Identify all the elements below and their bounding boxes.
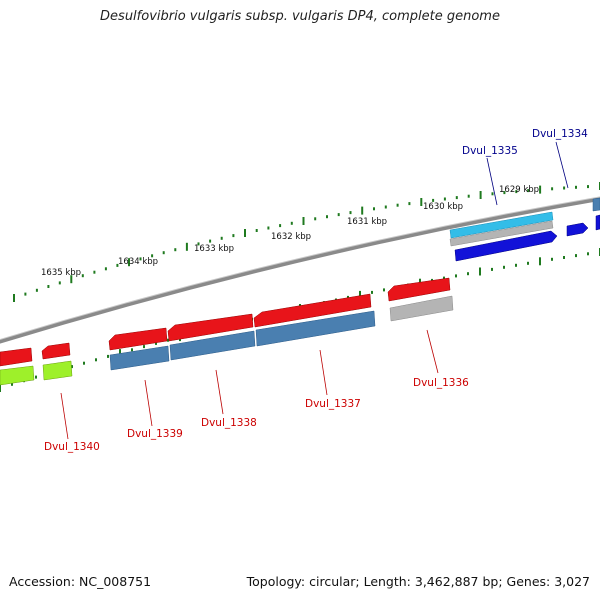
gene-edge-red[interactable] bbox=[0, 347, 33, 367]
gene-label-dvul-1340[interactable]: Dvul_1340 bbox=[44, 441, 100, 453]
genome-backbone-highlight bbox=[0, 196, 600, 341]
gene-label-dvul-1336[interactable]: Dvul_1336 bbox=[413, 377, 469, 389]
kbp-label-1633: 1633 kbp bbox=[194, 244, 234, 254]
leader-dvul-1334 bbox=[555, 141, 569, 189]
leader-dvul-1339 bbox=[144, 379, 153, 427]
gene-dvul-1336-grey[interactable] bbox=[389, 295, 454, 322]
kbp-label-1635: 1635 kbp bbox=[41, 268, 81, 278]
gene-dvul-1340-lime[interactable] bbox=[42, 360, 73, 381]
topology-summary: Topology: circular; Length: 3,462,887 bp… bbox=[246, 574, 590, 589]
gene-dvul-1335-grey[interactable] bbox=[449, 220, 554, 247]
kbp-label-1631: 1631 kbp bbox=[347, 217, 387, 227]
gene-dvul-1338-steel[interactable] bbox=[169, 330, 256, 361]
leader-dvul-1338 bbox=[215, 369, 224, 415]
map-title: Desulfovibrio vulgaris subsp. vulgaris D… bbox=[100, 9, 500, 24]
gene-dvul-1339-red[interactable] bbox=[108, 327, 168, 351]
kbp-label-1630: 1630 kbp bbox=[423, 202, 463, 212]
gene-dvul-1337-steel[interactable] bbox=[255, 310, 376, 347]
kbp-label-1634: 1634 kbp bbox=[118, 257, 158, 267]
kbp-label-1629: 1629 kbp bbox=[499, 185, 539, 195]
gene-dvul-1335-cyan[interactable] bbox=[449, 211, 554, 239]
gene-label-dvul-1337[interactable]: Dvul_1337 bbox=[305, 398, 361, 410]
leader-dvul-1340 bbox=[60, 392, 69, 440]
leader-dvul-1337 bbox=[319, 349, 328, 396]
gene-dvul-1340-red[interactable] bbox=[41, 342, 71, 360]
gene-dvul-1337-red[interactable] bbox=[253, 293, 372, 328]
gene-label-dvul-1334[interactable]: Dvul_1334 bbox=[532, 128, 588, 140]
gene-edge-steel[interactable] bbox=[592, 197, 600, 212]
gene-edge-lime[interactable] bbox=[0, 365, 35, 386]
gene-label-dvul-1338[interactable]: Dvul_1338 bbox=[201, 417, 257, 429]
gene-dvul-1339-steel[interactable] bbox=[109, 345, 170, 371]
gene-label-dvul-1335[interactable]: Dvul_1335 bbox=[462, 145, 518, 157]
gene-dvul-1334-blue[interactable] bbox=[454, 230, 558, 262]
outer-tick-track bbox=[13, 182, 600, 302]
gene-dvul-1336-red[interactable] bbox=[387, 277, 451, 302]
gene-small-blue[interactable] bbox=[566, 222, 589, 237]
kbp-label-1632: 1632 kbp bbox=[271, 232, 311, 242]
gene-label-dvul-1339[interactable]: Dvul_1339 bbox=[127, 428, 183, 440]
accession-text: Accession: NC_008751 bbox=[9, 574, 152, 589]
leader-dvul-1335 bbox=[486, 157, 498, 206]
gene-edge-blue[interactable] bbox=[595, 214, 600, 231]
gene-dvul-1338-red[interactable] bbox=[167, 313, 254, 342]
genome-backbone bbox=[0, 196, 600, 344]
leader-dvul-1336 bbox=[426, 329, 439, 374]
inner-tick-track bbox=[0, 248, 600, 392]
